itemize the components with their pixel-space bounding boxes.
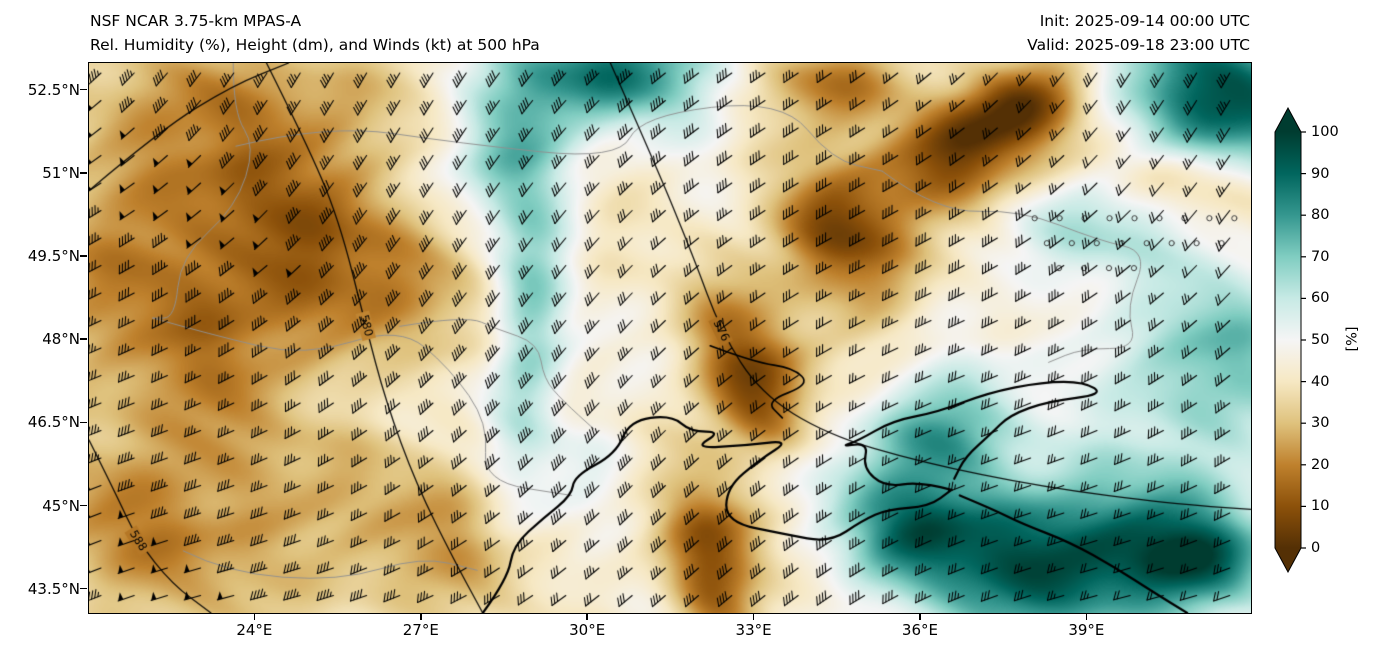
y-tick-label: 48°N [42,330,80,349]
x-tick-mark [1085,613,1088,620]
colorbar-tick-label: 100 [1311,124,1339,140]
colorbar-tick-label: 0 [1311,540,1321,556]
x-tick-mark [919,613,921,620]
colorbar-tick-label: 10 [1311,498,1330,515]
x-tick-label: 39°E [1068,621,1105,639]
colorbar-tick-label: 60 [1311,290,1330,307]
valid-time: Valid: 2025-09-18 23:00 UTC [1027,36,1250,54]
model-title: NSF NCAR 3.75-km MPAS-A [90,12,302,30]
x-tick-label: 27°E [402,621,439,639]
y-tick-mark [80,421,87,424]
humidity-wind-map-canvas [89,63,1251,613]
x-tick-mark [420,613,422,620]
y-tick-mark [80,255,87,257]
y-tick-mark [80,338,87,340]
y-tick-label: 51°N [42,163,80,182]
colorbar [1274,106,1307,574]
x-tick-label: 24°E [236,621,273,639]
x-tick-mark [253,613,256,620]
colorbar-tick-label: 20 [1311,456,1330,473]
y-tick-label: 46.5°N [27,413,80,432]
x-tick-mark [752,613,755,620]
x-tick-mark [586,613,588,620]
y-tick-mark [80,88,87,91]
y-tick-label: 43.5°N [27,579,80,598]
colorbar-unit-label: [%] [1344,326,1361,352]
y-tick-mark [80,172,87,174]
colorbar-tick-label: 50 [1311,332,1330,348]
y-tick-label: 49.5°N [27,247,80,266]
colorbar-tick-label: 70 [1311,248,1330,265]
y-tick-mark [80,504,87,507]
y-tick-mark [80,587,87,590]
x-tick-label: 33°E [735,621,772,639]
x-tick-label: 30°E [569,621,606,639]
colorbar-tick-label: 80 [1311,207,1330,224]
y-tick-label: 52.5°N [27,80,80,99]
header-right: Init: 2025-09-14 00:00 UTC Valid: 2025-0… [1027,9,1250,57]
colorbar-tick-label: 30 [1311,415,1330,432]
plot-subtitle: Rel. Humidity (%), Height (dm), and Wind… [90,36,540,54]
colorbar-tick-label: 40 [1311,373,1330,390]
header-left: NSF NCAR 3.75-km MPAS-A Rel. Humidity (%… [90,9,540,57]
init-time: Init: 2025-09-14 00:00 UTC [1039,12,1250,30]
map-plot-area [88,62,1252,614]
y-tick-label: 45°N [42,496,80,515]
colorbar-tick-label: 90 [1311,165,1330,182]
colorbar-gradient [1274,106,1306,574]
x-tick-label: 36°E [901,621,938,639]
